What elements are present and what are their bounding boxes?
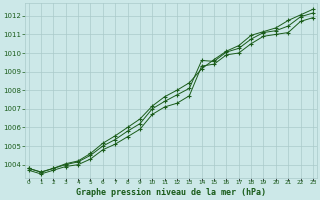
X-axis label: Graphe pression niveau de la mer (hPa): Graphe pression niveau de la mer (hPa) xyxy=(76,188,266,197)
